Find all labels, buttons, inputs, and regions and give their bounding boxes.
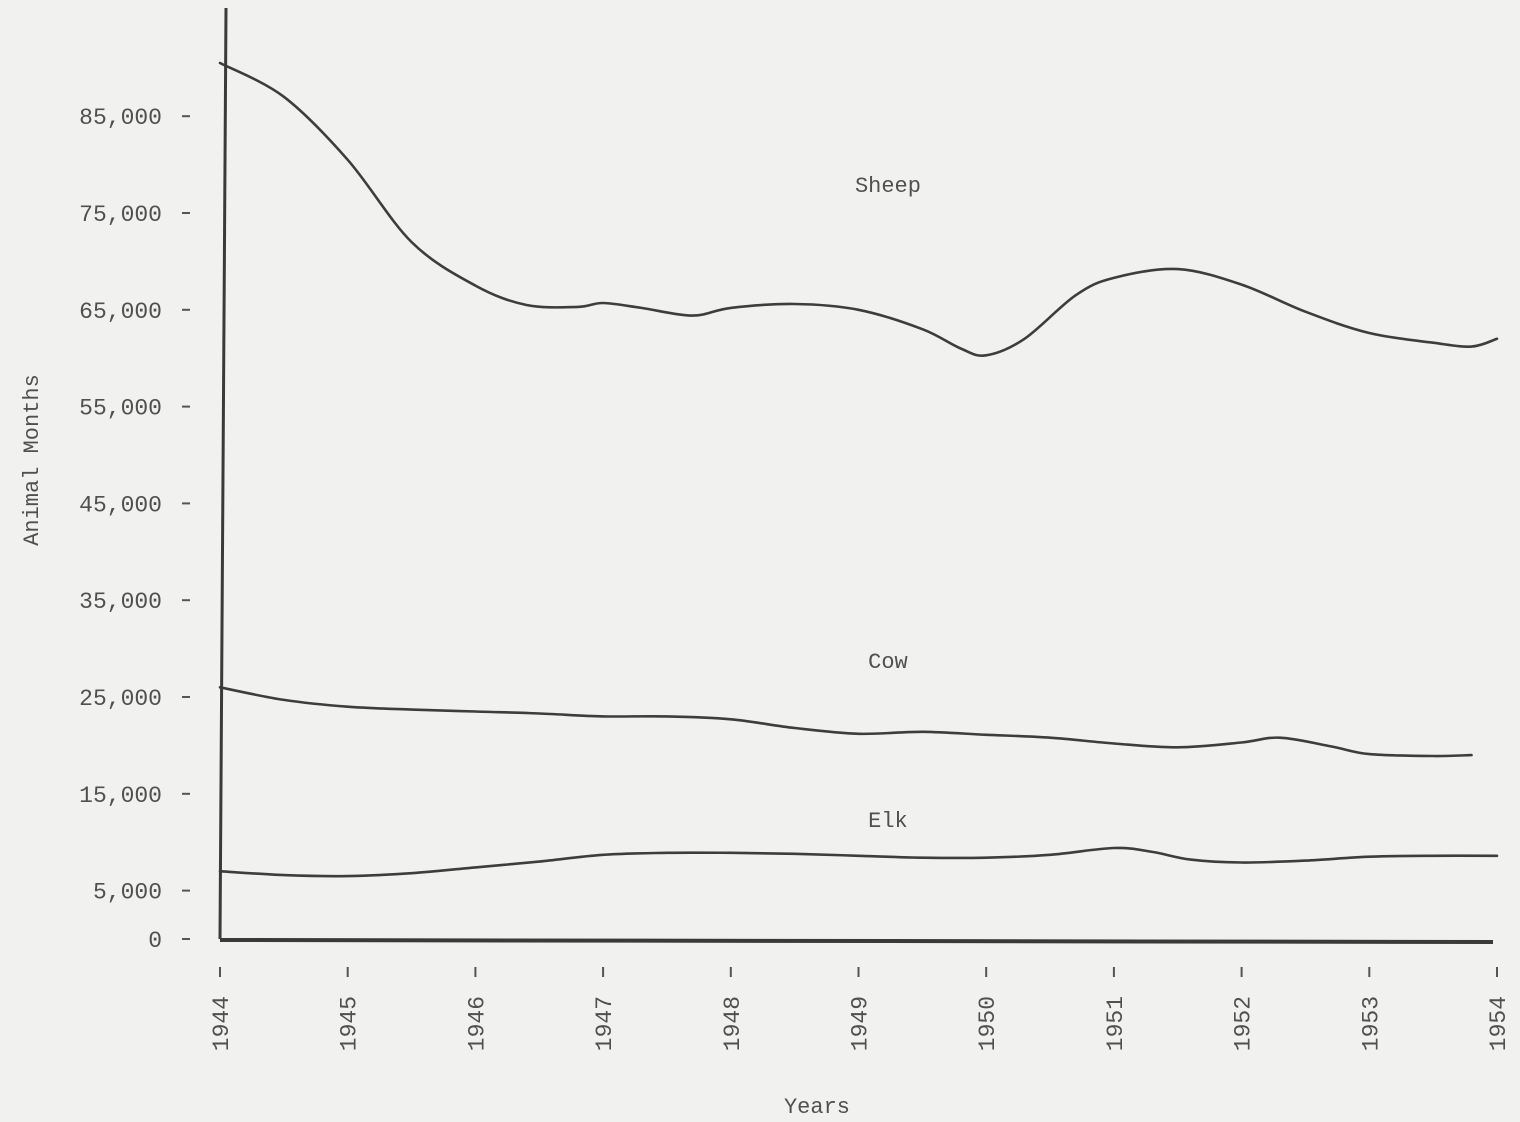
x-tick-label: 1947 xyxy=(592,996,618,1051)
series-labels: Sheep Cow Elk xyxy=(855,174,921,834)
y-tick-label: 25,000 xyxy=(79,686,162,712)
x-tick-label: 1949 xyxy=(848,996,874,1051)
series-line-elk xyxy=(218,846,1499,878)
series-label-cow: Cow xyxy=(868,650,908,675)
x-axis-ticks: 1944 1945 1946 1947 1948 1949 1950 1951 1952 1953… xyxy=(209,967,1512,1051)
x-tick-label: 1945 xyxy=(337,996,363,1051)
x-tick-label: 1948 xyxy=(720,996,746,1051)
y-axis-ticks: 0 5,000 15,000 25,000 35,000 45,000 55,000 65,0… xyxy=(79,105,190,954)
y-tick-label: 15,000 xyxy=(79,783,162,809)
x-tick-label: 1950 xyxy=(975,996,1001,1051)
y-tick-label: 65,000 xyxy=(79,299,162,325)
y-tick-label: 35,000 xyxy=(79,589,162,615)
series-label-elk: Elk xyxy=(868,809,908,834)
x-tick-label: 1953 xyxy=(1358,996,1384,1051)
x-axis-title: Years xyxy=(784,1095,850,1120)
series-lines xyxy=(218,61,1499,878)
y-axis-line xyxy=(218,7,228,940)
series-line-cow xyxy=(218,686,1473,758)
x-tick-label: 1944 xyxy=(209,996,235,1051)
y-tick-label: 85,000 xyxy=(79,105,162,131)
x-axis-line xyxy=(219,938,1494,944)
y-tick-label: 45,000 xyxy=(79,492,162,518)
y-tick-label: 5,000 xyxy=(93,880,162,906)
x-tick-label: 1951 xyxy=(1103,996,1129,1051)
y-tick-label: 0 xyxy=(148,928,162,954)
x-tick-label: 1946 xyxy=(464,996,490,1051)
y-tick-label: 55,000 xyxy=(79,396,162,422)
y-axis-title: Animal Months xyxy=(20,374,45,546)
x-tick-label: 1954 xyxy=(1486,996,1512,1051)
x-tick-label: 1952 xyxy=(1231,996,1257,1051)
series-label-sheep: Sheep xyxy=(855,174,921,199)
y-tick-label: 75,000 xyxy=(79,202,162,228)
series-line-sheep xyxy=(218,61,1499,357)
